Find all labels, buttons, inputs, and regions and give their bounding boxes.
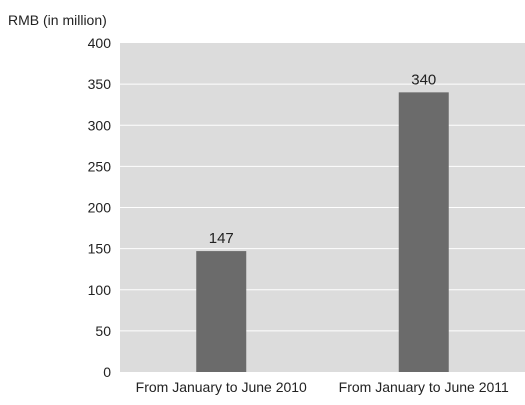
x-tick-label: From January to June 2011 [339, 379, 509, 395]
y-tick-label: 200 [88, 200, 112, 216]
x-tick-label: From January to June 2010 [136, 379, 307, 395]
bar [398, 92, 449, 372]
y-tick-label: 0 [103, 364, 111, 380]
data-label: 340 [411, 71, 436, 88]
y-tick-label: 100 [88, 282, 112, 298]
y-tick-label: 150 [88, 241, 112, 257]
bar [196, 251, 247, 372]
y-tick-label: 300 [88, 117, 112, 133]
y-tick-label: 50 [95, 323, 111, 339]
y-tick-label: 400 [88, 35, 112, 51]
y-axis-label: RMB (in million) [8, 12, 107, 28]
y-tick-labels: 0 50 100 150 200 250 300 350 400 [88, 35, 112, 380]
data-labels: 147 340 [209, 71, 437, 247]
x-tick-labels: From January to June 2010 From January to… [136, 379, 509, 395]
gridlines [120, 83, 525, 332]
y-tick-label: 250 [88, 158, 112, 174]
data-label: 147 [209, 230, 234, 247]
bars [196, 92, 449, 372]
y-tick-label: 350 [88, 76, 112, 92]
